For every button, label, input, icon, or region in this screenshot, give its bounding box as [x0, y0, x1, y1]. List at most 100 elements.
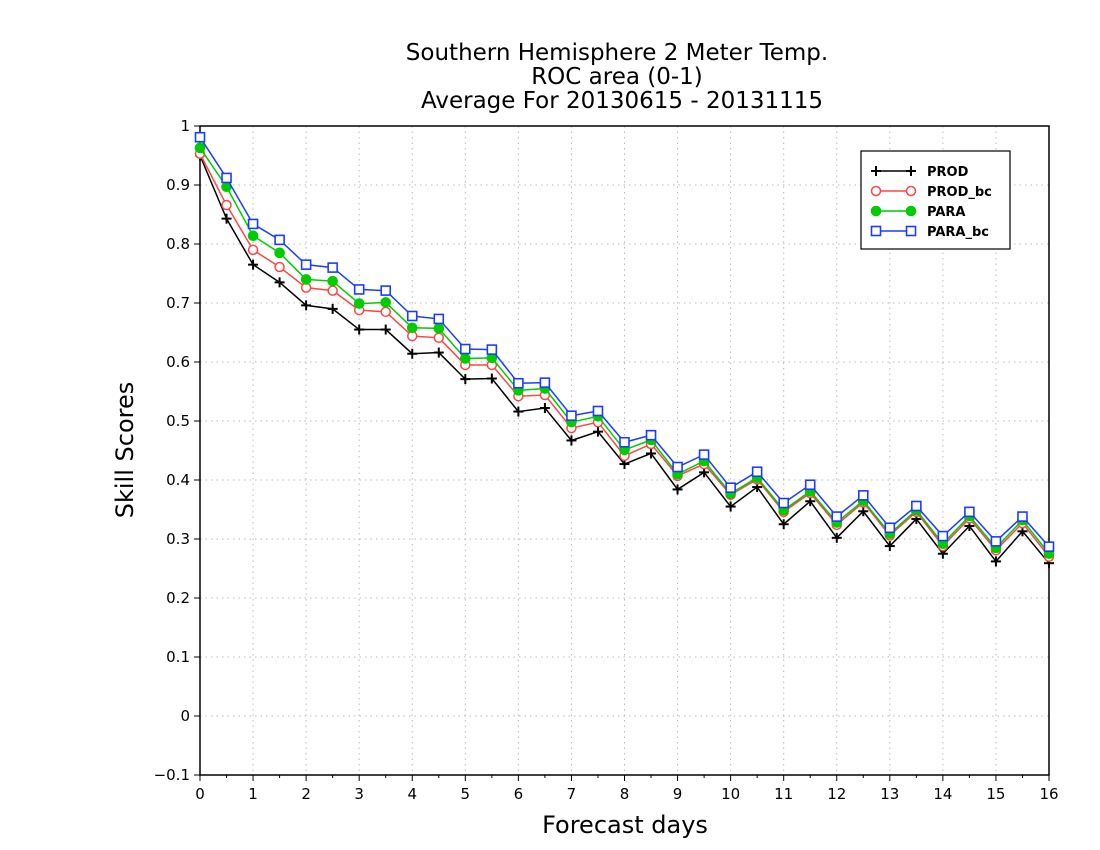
x-tick-label: 15 — [986, 785, 1005, 803]
data-point — [353, 284, 365, 295]
x-tick-label: 13 — [880, 785, 899, 803]
data-point — [221, 213, 232, 224]
data-point — [460, 353, 471, 364]
data-point — [354, 324, 365, 335]
data-point — [672, 461, 683, 473]
data-point — [247, 244, 259, 256]
data-point — [857, 490, 869, 501]
data-point — [646, 448, 657, 459]
legend-label: PARA — [927, 205, 965, 220]
data-point — [672, 484, 683, 495]
y-tick-label: 0.4 — [166, 471, 190, 489]
data-point — [486, 344, 498, 355]
data-point — [194, 142, 206, 154]
data-point — [327, 262, 338, 273]
legend-marker — [905, 225, 917, 237]
data-point — [831, 511, 843, 522]
x-tick-label: 10 — [721, 785, 740, 803]
x-tick-label: 0 — [195, 785, 205, 803]
x-axis-title: Forecast days — [542, 811, 708, 839]
legend-label: PARA_bc — [927, 225, 989, 240]
data-point — [725, 501, 736, 512]
data-point — [592, 405, 604, 417]
data-point — [353, 298, 365, 309]
data-point — [274, 261, 285, 273]
data-point — [327, 275, 338, 287]
data-point — [407, 348, 418, 359]
data-point — [194, 131, 206, 143]
legend-marker — [906, 166, 916, 176]
data-point — [1017, 511, 1028, 522]
data-point — [566, 410, 577, 421]
data-point — [460, 343, 471, 355]
y-tick-label: 0.5 — [166, 412, 190, 430]
chart-title-line-1: Southern Hemisphere 2 Meter Temp. — [406, 40, 828, 66]
data-point — [247, 230, 259, 242]
data-point — [725, 482, 736, 493]
data-point — [327, 285, 338, 296]
y-tick-label: 0.7 — [166, 294, 190, 312]
x-tick-label: 11 — [774, 785, 793, 803]
data-point — [964, 506, 975, 518]
data-point — [274, 247, 285, 259]
y-tick-label: 1 — [180, 117, 190, 135]
data-point — [884, 541, 895, 552]
x-tick-label: 8 — [620, 785, 630, 803]
y-tick-label: 0.2 — [166, 589, 190, 607]
data-point — [460, 374, 471, 385]
x-tick-label: 16 — [1039, 785, 1058, 803]
data-point — [433, 313, 445, 325]
data-point — [937, 530, 949, 542]
data-point — [513, 406, 524, 417]
data-point — [247, 218, 259, 230]
data-point — [884, 522, 896, 534]
x-tick-label: 9 — [673, 785, 683, 803]
data-point — [645, 429, 657, 441]
data-point — [778, 497, 789, 509]
legend-item: PARA_bc — [870, 225, 989, 240]
data-point — [486, 373, 497, 384]
y-tick-label: 0 — [180, 707, 190, 725]
data-point — [406, 310, 418, 322]
legend-marker — [905, 205, 917, 217]
y-tick-label: 0.1 — [166, 648, 190, 666]
data-point — [301, 300, 312, 311]
data-point — [911, 500, 922, 512]
data-point — [592, 426, 603, 437]
data-point — [221, 172, 232, 184]
data-point — [751, 466, 763, 478]
x-tick-label: 5 — [461, 785, 471, 803]
chart-title-line-2: ROC area (0-1) — [531, 64, 703, 90]
data-point — [380, 324, 391, 335]
data-point — [380, 306, 391, 318]
legend-marker — [870, 205, 882, 217]
data-point — [327, 303, 338, 314]
data-point — [619, 436, 630, 448]
data-point — [221, 199, 232, 211]
data-point — [698, 449, 710, 460]
y-tick-label: −0.1 — [154, 766, 190, 784]
legend-item: PARA — [870, 205, 965, 220]
legend-box — [860, 150, 1011, 250]
chart-title-line-3: Average For 20130615 - 20131115 — [421, 88, 823, 114]
y-tick-label: 0.3 — [166, 530, 190, 548]
data-point — [274, 234, 285, 246]
data-point — [300, 259, 312, 270]
data-point — [831, 532, 842, 543]
y-tick-label: 0.8 — [166, 235, 190, 253]
x-tick-label: 1 — [248, 785, 258, 803]
data-point — [300, 274, 312, 285]
data-point — [248, 259, 259, 270]
legend-marker — [870, 225, 882, 237]
data-point — [990, 556, 1001, 567]
legend-marker — [870, 185, 882, 197]
legend-marker — [905, 185, 917, 197]
data-point — [513, 377, 524, 389]
data-point — [433, 347, 444, 358]
data-point — [566, 435, 577, 446]
x-tick-label: 6 — [514, 785, 524, 803]
data-point — [990, 536, 1002, 547]
x-tick-label: 2 — [301, 785, 311, 803]
chart-title: Southern Hemisphere 2 Meter Temp. ROC ar… — [406, 40, 828, 114]
